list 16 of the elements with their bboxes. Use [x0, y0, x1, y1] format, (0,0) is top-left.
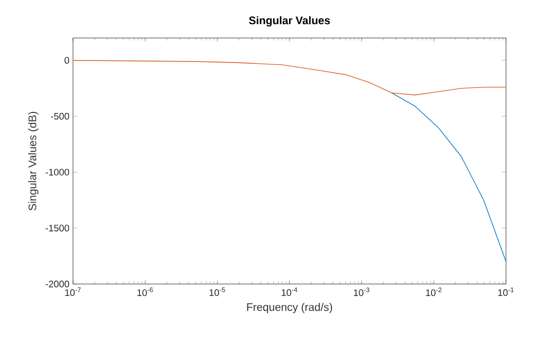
y-tick-label: 0 [64, 57, 70, 64]
line-series [391, 92, 506, 262]
x-tick-label: 10$^{-6}$ [137, 288, 153, 296]
x-tick-label: 10$^{-2}$ [426, 288, 442, 296]
y-tick-label: -2000 [46, 280, 70, 288]
y-axis-title: Singular Values (dB) [28, 112, 38, 210]
x-tick-label: 10$^{-3}$ [354, 288, 370, 296]
chart-title: Singular Values [249, 16, 330, 27]
x-tick-label: 10$^{-7}$ [65, 288, 81, 296]
x-axis-title: Frequency (rad/s) [247, 302, 332, 314]
x-tick-label: 10$^{-1}$ [498, 288, 514, 296]
y-tick-label: -500 [50, 112, 70, 120]
y-tick-label: -1000 [46, 168, 70, 176]
y-tick-label: -1500 [46, 224, 70, 232]
x-tick-label: 10$^{-5}$ [210, 288, 226, 296]
x-tick-label: 10$^{-4}$ [282, 288, 298, 296]
